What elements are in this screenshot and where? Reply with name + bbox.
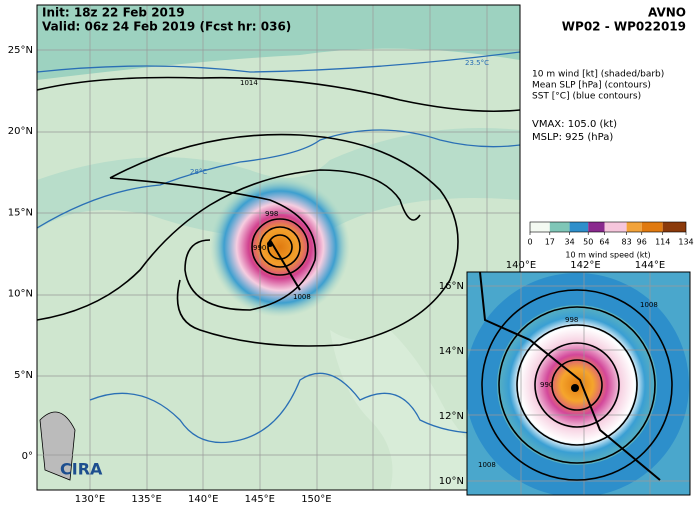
colorbar-segment	[662, 222, 686, 232]
colorbar-frame	[529, 221, 687, 233]
colorbar-tick-label: 134	[678, 238, 693, 247]
storm-id: WP02 - WP022019	[562, 20, 686, 34]
lon-label: 145°E	[245, 494, 275, 505]
mslp-text: MSLP: 925 (hPa)	[532, 132, 613, 143]
model-text: AVNO	[648, 6, 686, 20]
inset-frame	[466, 271, 691, 496]
colorbar-tick-label: 83	[622, 238, 632, 247]
colorbar-segment	[530, 222, 550, 232]
colorbar-segment	[588, 222, 605, 232]
colorbar-tick-label: 96	[637, 238, 647, 247]
contour-label: 1008	[640, 301, 658, 309]
main-map	[37, 5, 520, 490]
contour-label: 1008	[293, 293, 311, 301]
colorbar-tick-label: 64	[599, 238, 609, 247]
lat-label: 0°	[22, 451, 33, 462]
colorbar-tick-label: 34	[564, 238, 574, 247]
colorbar-segment	[549, 222, 570, 232]
colorbar-tick-label: 17	[545, 238, 555, 247]
lat-label: 25°N	[8, 45, 33, 56]
inset-map	[467, 272, 690, 495]
legend-line: 10 m wind [kt] (shaded/barb)	[532, 70, 664, 80]
lon-label: 144°E	[635, 260, 665, 271]
lat-label: 14°N	[439, 346, 464, 357]
vmax-text: VMAX: 105.0 (kt)	[532, 119, 617, 130]
colorbar-segment	[641, 222, 663, 232]
lat-label: 20°N	[8, 126, 33, 137]
lon-label: 150°E	[301, 494, 331, 505]
contour-label: 990	[253, 244, 266, 252]
lon-label: 130°E	[75, 494, 105, 505]
contour-label: 23.5°C	[465, 59, 489, 67]
main-frame	[36, 4, 521, 491]
colorbar-tick-label: 50	[583, 238, 593, 247]
colorbar-segment	[604, 222, 627, 232]
contour-label: 1014	[240, 79, 258, 87]
legend-line: Mean SLP [hPa] (contours)	[532, 81, 651, 91]
lon-label: 140°E	[188, 494, 218, 505]
lat-label: 12°N	[439, 411, 464, 422]
contour-label: 990	[540, 381, 553, 389]
lat-label: 10°N	[439, 476, 464, 487]
contour-label: 1008	[478, 461, 496, 469]
valid-text: Valid: 06z 24 Feb 2019 (Fcst hr: 036)	[42, 20, 291, 34]
lat-label: 15°N	[8, 207, 33, 218]
contour-label: 28°C	[190, 168, 207, 176]
lat-label: 16°N	[439, 281, 464, 292]
contour-label: 998	[265, 210, 278, 218]
lat-label: 10°N	[8, 289, 33, 300]
legend-line: SST [°C] (blue contours)	[532, 92, 641, 102]
colorbar-segment	[626, 222, 642, 232]
lon-label: 135°E	[131, 494, 161, 505]
logo: CIRA	[60, 460, 103, 479]
colorbar-tick-label: 0	[527, 238, 532, 247]
lat-label: 5°N	[14, 370, 33, 381]
colorbar-label: 10 m wind speed (kt)	[565, 251, 650, 260]
lon-label: 140°E	[506, 260, 536, 271]
init-text: Init: 18z 22 Feb 2019	[42, 6, 185, 20]
colorbar-tick-label: 114	[655, 238, 670, 247]
colorbar-segment	[569, 222, 589, 232]
contour-label: 998	[565, 316, 578, 324]
lon-label: 142°E	[570, 260, 600, 271]
